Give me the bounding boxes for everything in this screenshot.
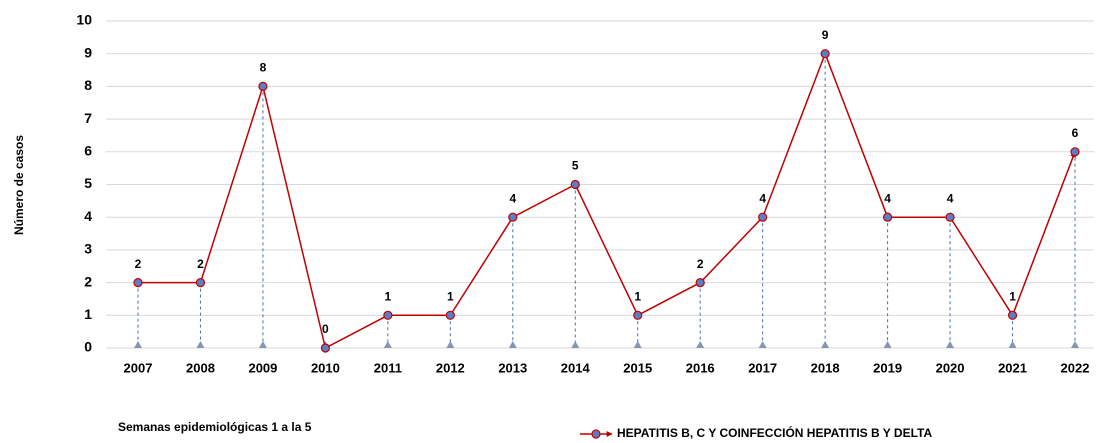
x-tick-label: 2018 [811, 360, 840, 375]
data-label: 4 [884, 191, 891, 205]
drop-base [1071, 341, 1079, 348]
y-tick-label: 4 [84, 208, 92, 224]
x-tick-label: 2012 [436, 360, 465, 375]
x-tick-label: 2008 [186, 360, 215, 375]
x-tick-label: 2014 [561, 360, 591, 375]
point [633, 310, 643, 320]
drop-base [758, 341, 767, 348]
data-label: 0 [322, 322, 329, 336]
x-tick-label: 2007 [124, 360, 153, 375]
y-tick-label: 6 [84, 143, 92, 159]
drop-base [883, 341, 892, 348]
drop-base [508, 341, 517, 348]
drop-base [571, 341, 580, 348]
point [820, 49, 830, 59]
point [1007, 310, 1018, 320]
data-label: 8 [260, 61, 267, 75]
point [570, 179, 580, 190]
drop-base [633, 341, 642, 348]
data-label: 1 [447, 289, 454, 303]
drop-base [821, 341, 830, 348]
data-label: 2 [697, 257, 704, 271]
drop-base [696, 341, 705, 348]
x-tick-label: 2011 [374, 360, 402, 375]
data-label: 1 [634, 289, 641, 303]
data-label: 9 [822, 28, 829, 42]
y-tick-label: 5 [84, 175, 92, 191]
drop-base [1008, 341, 1017, 348]
y-tick-label: 2 [84, 273, 92, 289]
y-tick-label: 10 [76, 12, 92, 28]
point [695, 278, 705, 288]
data-label: 1 [1009, 289, 1016, 303]
data-label: 4 [509, 191, 516, 205]
drop-base [196, 341, 205, 348]
point [758, 212, 768, 222]
series-line [138, 51, 1076, 350]
drop-base [383, 341, 392, 348]
point [945, 212, 955, 222]
y-tick-label: 0 [84, 339, 92, 355]
data-label: 2 [135, 257, 142, 271]
y-axis-label: Número de casos [12, 135, 26, 235]
point [882, 212, 893, 222]
drop-base [446, 341, 455, 348]
y-tick-label: 7 [84, 110, 92, 126]
point [383, 310, 393, 320]
point [1070, 147, 1080, 157]
drop-base [258, 341, 267, 348]
y-tick-label: 8 [84, 77, 92, 93]
x-tick-label: 2020 [936, 360, 965, 375]
data-label: 1 [385, 289, 392, 303]
x-tick-label: 2013 [498, 360, 527, 375]
point [258, 81, 268, 92]
point [195, 278, 206, 288]
x-tick-label: 2019 [873, 360, 902, 375]
annotation: Semanas epidemiológicas 1 a la 5 [118, 420, 312, 434]
point [320, 343, 330, 353]
legend-marker [591, 429, 601, 439]
drop-base [134, 341, 142, 348]
drop-base [946, 341, 955, 348]
y-tick-label: 9 [84, 44, 92, 60]
y-tick-label: 3 [84, 241, 92, 257]
x-tick-label: 2010 [311, 360, 340, 375]
data-label: 6 [1072, 126, 1079, 140]
point [133, 278, 143, 288]
legend-label: HEPATITIS B, C Y COINFECCIÓN HEPATITIS B… [617, 425, 932, 440]
point [445, 310, 455, 320]
x-tick-label: 2017 [748, 360, 777, 375]
x-tick-label: 2021 [998, 360, 1027, 375]
x-tick-label: 2015 [623, 360, 652, 375]
point [508, 212, 518, 222]
y-tick-label: 1 [84, 306, 92, 322]
data-label: 4 [947, 191, 954, 205]
x-tick-label: 2009 [248, 360, 277, 375]
data-label: 5 [572, 159, 579, 173]
x-tick-label: 2016 [686, 360, 715, 375]
data-label: 2 [197, 257, 204, 271]
x-tick-label: 2022 [1061, 360, 1090, 375]
data-label: 4 [759, 191, 766, 205]
